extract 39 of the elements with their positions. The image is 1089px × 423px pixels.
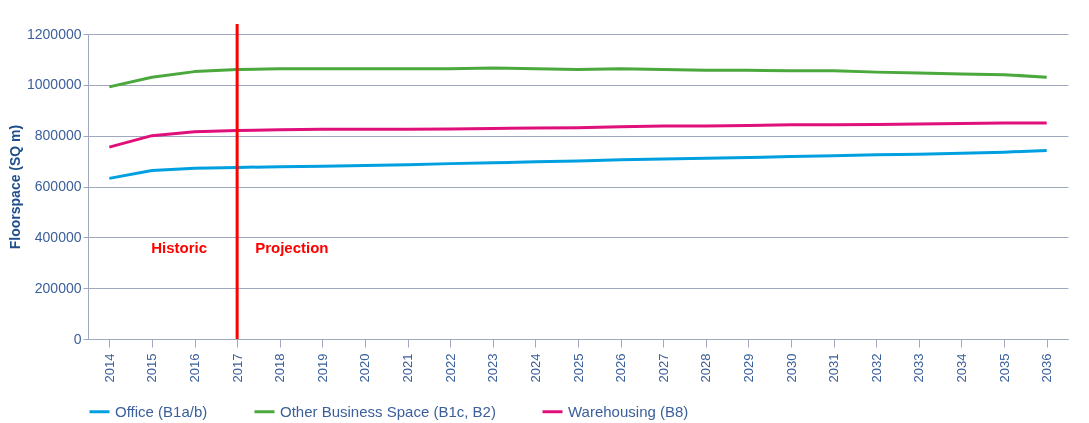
- x-tick-label: 2014: [101, 353, 117, 383]
- y-tick-label: 600000: [34, 178, 82, 194]
- x-tick-label: 2024: [527, 353, 543, 383]
- y-tick-label: 200000: [34, 279, 82, 296]
- legend-label: Office (B1a/b): [115, 402, 208, 420]
- line-series: [107, 121, 1049, 149]
- y-axis-title: Floorspace (SQ m): [7, 124, 23, 250]
- x-tick-label: 2021: [400, 353, 416, 383]
- x-tick-label: 2029: [740, 353, 756, 383]
- y-tick-label: 800000: [34, 127, 82, 144]
- x-tick-label: 2020: [357, 353, 373, 383]
- x-tick-label: 2034: [953, 353, 969, 383]
- annotation: Historic: [151, 238, 208, 256]
- line-series: [107, 148, 1049, 180]
- x-tick-label: 2023: [485, 353, 501, 383]
- legend-label: Other Business Space (B1c, B2): [280, 402, 496, 420]
- x-tick-label: 2028: [698, 353, 714, 383]
- x-tick-label: 2017: [229, 353, 245, 383]
- line-series: [107, 66, 1049, 89]
- x-tick-label: 2019: [314, 353, 330, 383]
- y-tick-label: 0: [73, 330, 82, 347]
- x-tick-label: 2015: [144, 353, 160, 383]
- x-tick-label: 2025: [570, 353, 586, 383]
- x-tick-label: 2032: [868, 353, 884, 383]
- x-tick-label: 2018: [272, 353, 288, 383]
- x-tick-label: 2035: [996, 353, 1012, 383]
- x-tick-label: 2036: [1039, 353, 1055, 383]
- x-tick-label: 2031: [826, 353, 842, 383]
- annotation: Projection: [255, 238, 329, 256]
- x-tick-label: 2033: [911, 353, 927, 383]
- x-tick-label: 2027: [655, 353, 671, 383]
- x-tick-label: 2030: [783, 353, 799, 383]
- y-tick-label: 1200000: [26, 25, 82, 42]
- legend-label: Warehousing (B8): [568, 402, 689, 420]
- x-tick-label: 2026: [613, 353, 629, 383]
- y-tick-label: 1000000: [26, 76, 82, 93]
- x-tick-label: 2016: [187, 353, 203, 383]
- x-tick-label: 2022: [442, 353, 458, 383]
- y-tick-label: 400000: [34, 228, 82, 245]
